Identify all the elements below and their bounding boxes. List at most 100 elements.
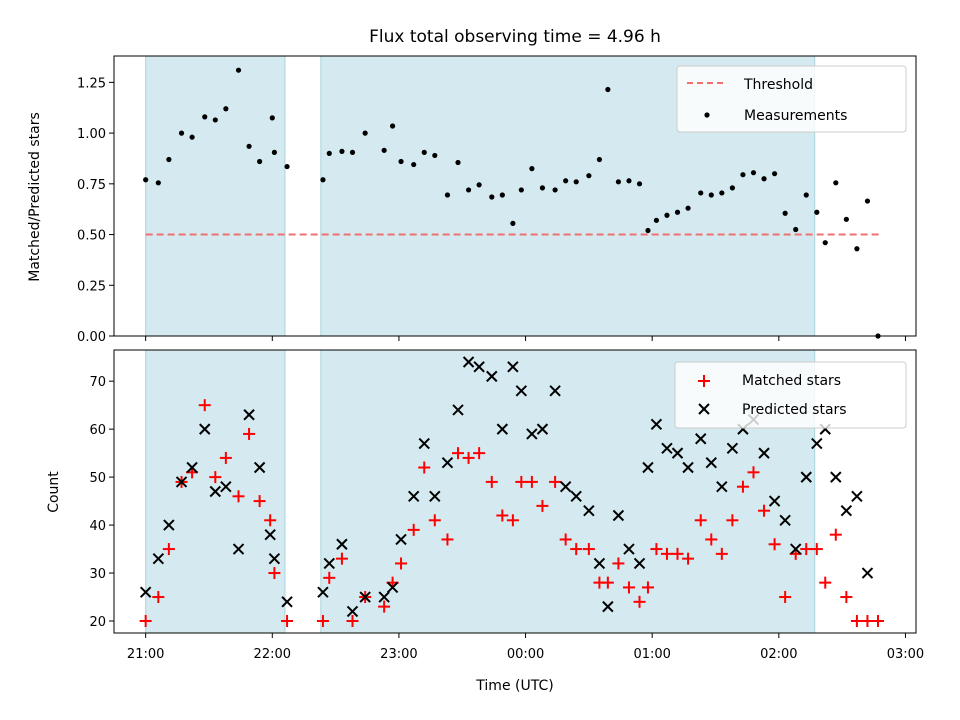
measurement-point [362, 130, 368, 136]
matched-star-point [861, 615, 874, 628]
measurement-point [465, 187, 472, 193]
predicted-star-point [199, 423, 211, 435]
measurement-point [674, 209, 681, 215]
matched-star-point [650, 543, 663, 556]
matched-star-point [694, 514, 707, 527]
matched-star-point [768, 538, 781, 551]
matched-star-point [395, 557, 408, 570]
matched-star-point [418, 461, 431, 474]
matched-star-point [253, 495, 266, 508]
measurement-point [178, 130, 185, 136]
matched-star-point [335, 552, 348, 565]
measurement-point [202, 114, 208, 120]
matched-star-point [485, 475, 498, 488]
predicted-star-point [602, 600, 614, 613]
measurement-point [326, 150, 332, 156]
measurement-point [563, 178, 569, 184]
measurement-point [615, 179, 622, 185]
predicted-star-point [726, 442, 739, 455]
y-tick-label: 0.25 [77, 279, 106, 294]
predicted-star-point [209, 485, 222, 498]
matched-star-point [559, 533, 572, 546]
measurement-point [455, 159, 461, 166]
measurement-point [246, 143, 252, 149]
matched-star-point [601, 576, 614, 589]
matched-star-point [525, 475, 538, 488]
predicted-star-point [473, 361, 485, 373]
predicted-star-point [861, 567, 874, 579]
measurement-point [552, 187, 558, 193]
measurement-point [740, 172, 746, 178]
matched-star-point [549, 475, 562, 488]
predicted-star-point [633, 557, 646, 570]
measurement-point [389, 123, 396, 129]
predicted-star-point [536, 423, 549, 435]
measurement-point [586, 173, 592, 179]
measurement-point [381, 147, 387, 153]
matched-star-point [152, 591, 165, 604]
predicted-star-point [418, 437, 430, 450]
predicted-star-point [830, 471, 842, 483]
matched-star-point [705, 533, 718, 546]
measurement-point [854, 246, 860, 252]
legend-measurements-label: Measurements [744, 108, 847, 124]
predicted-star-point [232, 543, 245, 555]
matched-star-point [162, 543, 175, 556]
matched-star-point [800, 543, 813, 556]
matched-star-point [441, 533, 454, 546]
measurement-point [636, 181, 643, 187]
matched-star-point [268, 567, 281, 580]
measurement-point [284, 163, 290, 170]
predicted-star-point [163, 519, 175, 531]
measurement-point [771, 171, 778, 177]
x-axis-label: Time (UTC) [475, 678, 553, 694]
matched-star-point [850, 615, 863, 628]
predicted-star-point [758, 447, 770, 459]
measurement-point [510, 220, 516, 226]
measurement-point [432, 152, 438, 159]
matched-star-point [378, 600, 391, 613]
measurement-point [596, 156, 603, 163]
measurement-point [223, 106, 229, 112]
y-tick-label: 70 [89, 375, 106, 390]
predicted-star-point [336, 538, 348, 550]
predicted-star-point [559, 480, 572, 493]
predicted-star-point [359, 591, 371, 603]
predicted-star-point [583, 504, 595, 517]
matched-star-point [758, 504, 771, 517]
predicted-star-point [175, 476, 188, 488]
measurement-point [708, 192, 714, 198]
y-tick-label: 30 [89, 567, 106, 582]
top-panel: 0.00 0.25 0.50 0.75 1.00 1.25 Matched/Predict… [27, 55, 917, 345]
measurement-point [398, 158, 404, 165]
bottom-panel: 20 30 40 50 60 70 21:00 22:00 23:00 00:00 01:00 02… [46, 349, 924, 694]
predicted-star-point [378, 591, 390, 603]
predicted-star-point [840, 504, 853, 517]
legend-matched-label: Matched stars [742, 373, 841, 389]
x-tick-label: 22:00 [254, 647, 291, 662]
y-tick-label: 0.75 [77, 178, 106, 193]
measurement-point [489, 194, 495, 200]
predicted-star-point [323, 557, 335, 570]
bottom-plot-frame [113, 349, 917, 634]
predicted-star-point [705, 457, 717, 469]
matched-star-point [819, 576, 832, 589]
measurement-point [421, 149, 427, 155]
predicted-star-point [486, 370, 498, 383]
legend-threshold-label: Threshold [743, 77, 813, 93]
y-tick-label: 20 [89, 615, 106, 630]
predicted-star-point [243, 409, 255, 421]
measurement-point [782, 210, 788, 216]
measurement-point [833, 180, 839, 186]
predicted-star-point [220, 480, 232, 493]
measurement-point [864, 198, 871, 204]
top-plot-frame [113, 55, 917, 337]
predicted-star-point [526, 428, 538, 440]
predicted-star-point [264, 528, 276, 541]
measurement-point [529, 166, 535, 172]
bottom-legend: Matched stars Predicted stars [674, 361, 907, 429]
predicted-star-point [789, 543, 802, 555]
x-tick-label: 23:00 [380, 647, 417, 662]
predicted-star-point [317, 586, 329, 598]
measurement-point [698, 190, 704, 196]
